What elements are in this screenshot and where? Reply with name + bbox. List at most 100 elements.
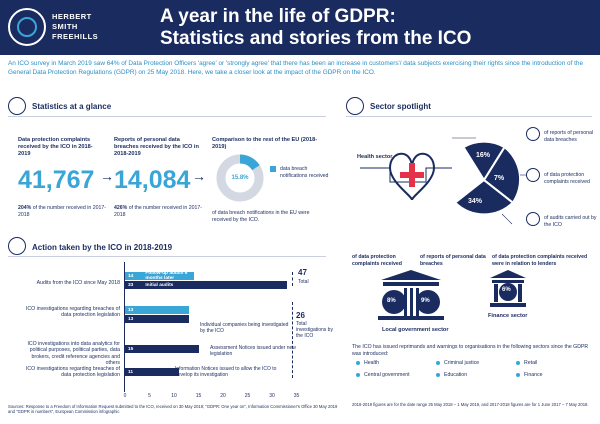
eu-legend: data breach notifications received bbox=[280, 166, 329, 179]
axis-tick: 0 bbox=[123, 393, 127, 399]
breaches-label: Reports of personal data breaches receiv… bbox=[114, 137, 199, 157]
sector-name: Criminal justice bbox=[444, 360, 480, 366]
sector-name: Retail bbox=[524, 360, 538, 366]
sector-item: Central government bbox=[356, 372, 410, 379]
chart-axis bbox=[124, 262, 125, 392]
invest-bracket bbox=[292, 302, 293, 378]
axis-tick: 5 bbox=[148, 393, 151, 399]
divider-2 bbox=[8, 256, 326, 257]
arrow-right-icon-2: → bbox=[192, 168, 206, 184]
stats-title: Statistics at a glance bbox=[32, 102, 112, 111]
date-note: 2018-2019 figures are for the date range… bbox=[352, 402, 589, 407]
bar-text: Initial audits bbox=[145, 282, 174, 288]
chart-bar: 13 bbox=[125, 306, 189, 314]
reprimand-text: The ICO has issued reprimands and warnin… bbox=[352, 344, 589, 357]
breaches-value: 14,084 bbox=[114, 166, 191, 194]
breaches-note-text: of the number received in 2017-2018 bbox=[114, 205, 202, 218]
health-pct-1: 16% bbox=[476, 152, 491, 159]
sector-item: Retail bbox=[516, 360, 537, 367]
bullet-icon bbox=[356, 361, 360, 366]
logo-line-2: SMITH bbox=[52, 22, 78, 31]
axis-tick: 10 bbox=[171, 393, 177, 399]
intro-text: An ICO survey in March 2019 saw 64% of D… bbox=[8, 60, 584, 76]
complaints-note: 204% of the number received in 2017-2018 bbox=[18, 205, 108, 218]
title-line-2: Statistics and stories from the ICO bbox=[160, 28, 472, 49]
lg-complaints: of data protection complaints received bbox=[352, 254, 402, 267]
bullet-icon bbox=[516, 361, 520, 366]
gavel-icon bbox=[8, 237, 26, 255]
ann-information: Information Notices issued to allow the … bbox=[175, 366, 277, 379]
chart-bar: 15 bbox=[125, 345, 199, 353]
eu-pct: 15.8% bbox=[231, 175, 249, 181]
sector-title: Sector spotlight bbox=[370, 102, 431, 111]
health-slice-3 bbox=[456, 180, 512, 214]
cross-icon-v bbox=[409, 163, 415, 187]
total-invest-label: Total investigations by the ICO bbox=[296, 321, 333, 340]
axis-tick: 15 bbox=[195, 393, 202, 399]
bar-text: Follow-up audits 6 months later bbox=[145, 271, 188, 281]
lg-pct-2: 9% bbox=[421, 298, 430, 304]
chart-bar: 13 bbox=[125, 315, 189, 323]
axis-tick: 20 bbox=[220, 393, 226, 399]
chart-bar: 11 bbox=[125, 368, 179, 376]
heart-icon bbox=[388, 152, 436, 201]
ann-assessment: Assessment Notices issued under new legi… bbox=[210, 345, 296, 358]
complaints-value: 41,767 bbox=[18, 166, 95, 194]
complaints-note-text: of the number received in 2017-2018 bbox=[18, 205, 106, 218]
axis-tick: 30 bbox=[269, 393, 275, 399]
audit-icon bbox=[526, 212, 540, 226]
title-line-1: A year in the life of GDPR: bbox=[160, 6, 396, 27]
sector-item: Health bbox=[356, 360, 379, 367]
legend-1: of reports of personal data breaches bbox=[544, 130, 594, 143]
legend-3: of audits carried out by the ICO bbox=[544, 215, 597, 228]
logo-icon bbox=[8, 8, 46, 46]
logo-line-3: FREEHILLS bbox=[52, 32, 99, 41]
fin-label: Finance sector bbox=[488, 313, 528, 319]
fin-label-top: of data protection complaints received w… bbox=[492, 254, 588, 267]
health-slice-1 bbox=[464, 142, 504, 180]
chart-bar: 33 Initial audits bbox=[125, 281, 287, 289]
logo-inner-icon bbox=[17, 17, 37, 37]
government-building-icon bbox=[378, 270, 444, 320]
complaints-label: Data protection complaints received by t… bbox=[18, 137, 93, 157]
arrow-right-icon: → bbox=[100, 168, 114, 184]
eu-note: of data breach notifications in the EU w… bbox=[212, 210, 310, 223]
lg-breaches: of reports of personal data breaches bbox=[420, 254, 486, 267]
health-slice-2 bbox=[484, 148, 520, 202]
page-title: A year in the life of GDPR: Statistics a… bbox=[160, 6, 580, 50]
row-label: ICO investigations into data analytics f… bbox=[27, 341, 120, 367]
divider-3 bbox=[346, 116, 592, 117]
bar-chart-icon bbox=[8, 97, 26, 115]
row-label: ICO investigations regarding breaches of… bbox=[25, 306, 120, 319]
bar-value: 13 bbox=[128, 316, 134, 322]
sector-list: Health Criminal justice Retail Central gove… bbox=[356, 360, 592, 390]
eu-label: Comparison to the rest of the EU (2018-2… bbox=[212, 137, 318, 150]
header-banner bbox=[0, 0, 600, 55]
donut-arc bbox=[216, 154, 264, 202]
bullet-icon bbox=[516, 373, 520, 378]
divider bbox=[8, 116, 326, 117]
bar-value: 13 bbox=[128, 307, 134, 313]
health-pct-3: 34% bbox=[468, 198, 483, 205]
total-audits-value: 47 bbox=[298, 268, 307, 277]
bar-value: 15 bbox=[128, 346, 134, 352]
legend-swatch bbox=[270, 166, 276, 172]
row-label: ICO investigations regarding breaches of… bbox=[25, 366, 120, 379]
breach-icon bbox=[526, 127, 540, 141]
bullet-icon bbox=[356, 373, 360, 378]
health-label: Health sector bbox=[357, 154, 393, 160]
sector-item: Criminal justice bbox=[436, 360, 479, 367]
sector-name: Health bbox=[364, 360, 379, 366]
sector-name: Finance bbox=[524, 372, 543, 378]
logo-line-1: HERBERT bbox=[52, 12, 92, 21]
lg-label: Local government sector bbox=[382, 327, 449, 333]
row-label: Audits from the ICO since May 2018 bbox=[36, 280, 120, 286]
axis-tick: 35 bbox=[293, 393, 300, 399]
ann-companies: Individual companies being investigated … bbox=[200, 322, 289, 335]
chart-bar: 14 Follow-up audits 6 months later bbox=[125, 271, 194, 281]
sector-item: Finance bbox=[516, 372, 542, 379]
complaint-icon bbox=[526, 168, 540, 182]
complaints-pct: 204% bbox=[18, 205, 32, 211]
lg-pct-1: 8% bbox=[387, 298, 396, 304]
